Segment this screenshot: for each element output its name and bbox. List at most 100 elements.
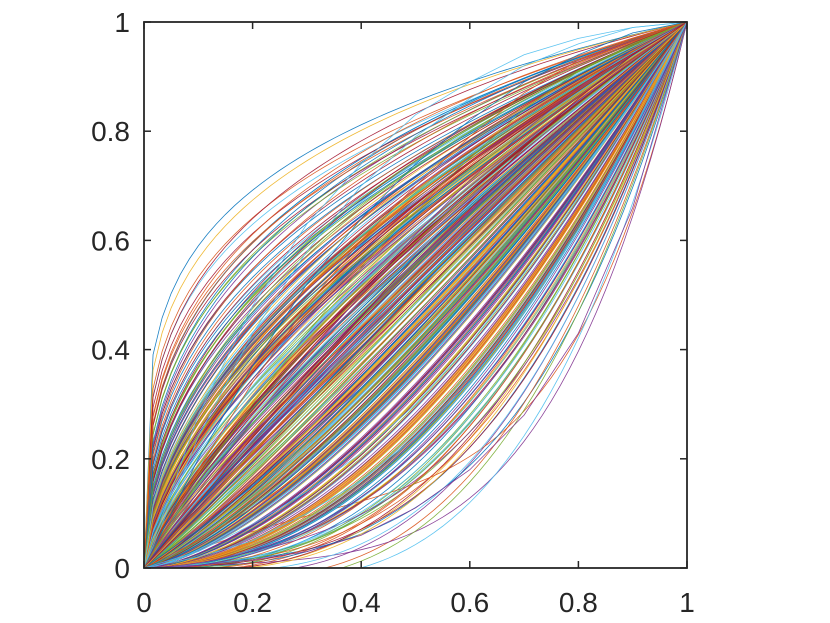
y-tick-label: 0.4 [91,335,130,366]
series-line [143,21,688,569]
series-line [143,21,688,569]
series-line [143,21,688,569]
series-line [143,21,688,569]
series-line [143,21,688,569]
series-line [143,21,688,569]
series-line-1 [143,21,688,569]
series-line-6 [143,21,688,569]
y-tick-label: 1 [114,7,130,38]
series-line [143,21,688,569]
series-line [143,21,688,569]
series-line [143,21,688,569]
series-line [143,21,688,569]
series-line [143,21,688,569]
series-line [143,21,688,569]
series-line-2 [143,21,688,569]
series-line [143,21,688,569]
series-line-8 [143,21,688,569]
x-tick-label: 0.6 [450,587,489,618]
series-line [143,21,688,569]
series-line [143,21,688,569]
y-tick-label: 0.6 [91,225,130,256]
series-line [144,21,688,569]
series-line [143,21,688,569]
series-line [143,21,688,569]
series-line [143,21,688,569]
y-tick-label: 0 [114,553,130,584]
series-line-9 [143,21,688,569]
series-line [143,21,688,569]
series-line [143,21,688,569]
series-line [143,21,688,569]
x-axis: 0 0.2 0.4 0.6 0.8 1 [136,22,695,618]
y-tick-label: 0.8 [91,116,130,147]
series-line [143,21,688,569]
series-line [143,21,688,569]
series-line [143,21,688,569]
series-line-0 [143,21,688,569]
series-line [143,21,688,569]
series-line [143,21,688,569]
series-line-3 [143,21,688,569]
series-line [143,21,688,569]
y-tick-label: 0.2 [91,444,130,475]
series-line [143,21,688,569]
series-line [143,21,688,569]
series-line [143,21,688,569]
series-line [143,21,688,569]
x-tick-label: 1 [679,587,695,618]
axes-box [143,21,688,569]
series-line [143,21,688,569]
series-line [143,21,688,569]
x-tick-label: 0.2 [233,587,272,618]
series-line [143,21,688,569]
series-line [143,21,688,569]
series-line [143,21,688,569]
series-line [143,21,688,569]
x-tick-label: 0 [136,587,152,618]
series-line-5 [143,21,688,569]
series-line [143,21,688,569]
series-line [143,21,688,569]
series-line-12 [143,21,688,569]
series-line [143,21,688,569]
series-line [143,21,688,569]
series-line [143,21,688,569]
series-line-10 [143,21,688,569]
series-line [143,21,688,569]
series-line [143,21,688,569]
series-line [143,21,688,569]
series-line [143,21,688,569]
series-line [143,21,688,569]
series-line [143,21,688,569]
series-line [143,21,688,569]
series-line [143,21,688,569]
series-line [143,21,688,569]
series-line [143,21,688,569]
series-line [143,21,688,569]
series-line [143,21,688,569]
plot-curves [143,21,688,569]
series-line [143,21,688,569]
series-line [143,21,688,569]
x-tick-label: 0.4 [342,587,381,618]
series-line [143,21,688,569]
series-line [143,21,688,569]
series-line [143,21,688,569]
series-line [143,21,688,569]
series-line [143,21,688,569]
series-line [143,21,688,569]
series-line [143,21,688,569]
y-axis: 0 0.2 0.4 0.6 0.8 1 [91,7,687,584]
x-tick-label: 0.8 [559,587,598,618]
series-line [143,21,688,569]
series-line [143,21,688,569]
series-line [143,21,688,569]
series-line [143,21,688,569]
series-line [143,21,688,569]
series-line [143,21,688,569]
series-line [143,21,688,569]
series-line-7 [143,21,688,569]
series-line [143,21,688,569]
